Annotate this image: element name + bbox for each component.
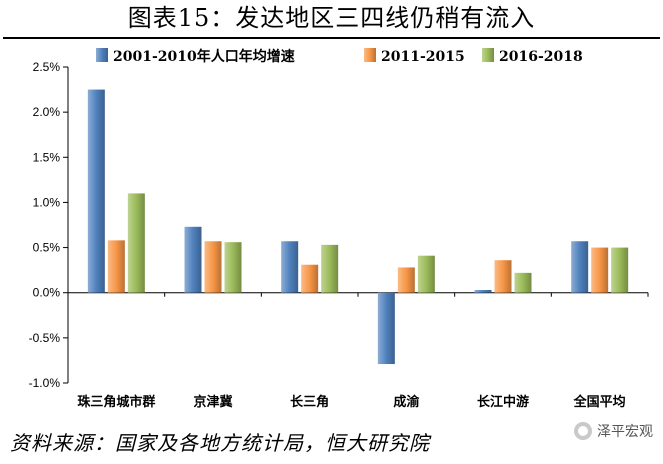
bar-1-5 xyxy=(591,247,609,293)
y-tick-label: 1.0% xyxy=(33,195,61,209)
y-tick-label: -0.5% xyxy=(29,331,61,345)
bar-2-2 xyxy=(321,244,339,293)
y-tick-label: -1.0% xyxy=(29,376,61,390)
bar-1-0 xyxy=(107,240,125,293)
x-tick-label: 长江中游 xyxy=(477,394,529,410)
y-tick-label: 0.0% xyxy=(33,286,61,300)
bar-chart: -1.0% -0.5% 0.0% 0.5% 1.0% 1.5% 2.0% 2.5% 珠三角城市群… xyxy=(29,48,649,410)
watermark-text: 泽平宏观 xyxy=(597,424,653,440)
bar-2-5 xyxy=(611,247,629,293)
bar-2-0 xyxy=(127,193,145,293)
watermark: 泽平宏观 xyxy=(574,421,653,441)
x-tick-label: 成渝 xyxy=(393,394,420,410)
legend-swatch-0 xyxy=(96,48,108,62)
x-tick-label: 全国平均 xyxy=(573,394,626,410)
legend-swatch-2 xyxy=(482,48,494,62)
wechat-icon xyxy=(574,422,592,440)
bar-0-2 xyxy=(281,241,299,293)
y-tick-label: 1.5% xyxy=(33,150,61,164)
legend-label-1: 2011-2015 xyxy=(381,49,465,65)
bar-2-3 xyxy=(417,255,435,293)
bar-0-1 xyxy=(184,226,202,293)
bar-0-5 xyxy=(571,241,589,293)
x-tick-label: 长三角 xyxy=(290,394,329,410)
title-rule xyxy=(3,37,660,39)
bar-1-3 xyxy=(397,267,415,293)
legend-label-2: 2016-2018 xyxy=(499,49,583,65)
bar-1-2 xyxy=(301,264,319,293)
x-tick-label: 京津冀 xyxy=(193,394,232,410)
bar-1-1 xyxy=(204,241,222,293)
x-tick-label: 珠三角城市群 xyxy=(77,394,155,410)
bar-0-4 xyxy=(474,290,492,293)
bar-2-4 xyxy=(514,272,532,293)
legend-label-0: 2001-2010年人口年均增速 xyxy=(113,48,295,65)
y-tick-label: 0.5% xyxy=(33,241,61,255)
y-tick-label: 2.0% xyxy=(33,105,61,119)
bar-2-1 xyxy=(224,242,242,293)
y-tick-label: 2.5% xyxy=(33,60,61,74)
source-note: 资料来源：国家及各地方统计局，恒大研究院 xyxy=(10,431,430,455)
chart-title: 图表15：发达地区三四线仍稍有流入 xyxy=(127,4,536,32)
bar-0-0 xyxy=(87,89,105,293)
legend-swatch-1 xyxy=(364,48,376,62)
bar-1-4 xyxy=(494,260,512,293)
bar-0-3 xyxy=(377,292,395,365)
